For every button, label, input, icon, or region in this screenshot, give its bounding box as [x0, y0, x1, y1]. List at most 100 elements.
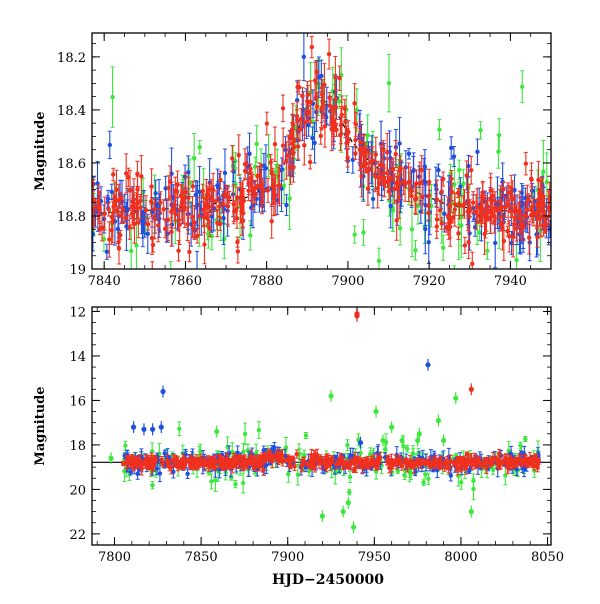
data-point — [530, 212, 534, 216]
data-point — [523, 437, 527, 441]
data-point — [493, 206, 497, 210]
data-point — [201, 189, 205, 193]
data-point — [152, 207, 156, 211]
data-point — [393, 152, 397, 156]
data-point — [271, 184, 275, 188]
data-point — [197, 214, 201, 218]
data-point — [352, 232, 356, 236]
data-point — [272, 445, 276, 449]
data-point — [121, 208, 125, 212]
data-point — [514, 258, 518, 262]
data-point — [118, 233, 122, 237]
data-point — [241, 219, 245, 223]
data-point — [315, 70, 319, 74]
data-point — [255, 184, 259, 188]
data-point — [327, 95, 331, 99]
data-point — [169, 230, 173, 234]
data-point — [427, 240, 431, 244]
data-point — [426, 477, 430, 481]
data-point — [277, 183, 281, 187]
data-point — [259, 183, 263, 187]
data-point — [534, 212, 538, 216]
data-point — [371, 197, 375, 201]
data-point — [408, 180, 412, 184]
data-point — [524, 161, 528, 165]
data-point — [146, 232, 150, 236]
data-point — [358, 147, 362, 151]
data-point — [543, 224, 547, 228]
data-point — [346, 131, 350, 135]
data-point — [135, 172, 139, 176]
data-point — [475, 150, 479, 154]
data-point — [359, 174, 363, 178]
data-point — [365, 133, 369, 137]
data-point — [369, 160, 373, 164]
data-point — [340, 113, 344, 117]
data-point — [222, 237, 226, 241]
data-point — [136, 200, 140, 204]
data-point — [457, 202, 461, 206]
data-point — [420, 168, 424, 172]
data-point — [496, 149, 500, 153]
data-point — [183, 205, 187, 209]
data-point — [446, 214, 450, 218]
data-point — [442, 211, 446, 215]
data-point — [288, 165, 292, 169]
data-point — [315, 104, 319, 108]
data-point — [426, 211, 430, 215]
data-point — [481, 190, 485, 194]
data-point — [209, 291, 213, 295]
data-point — [363, 163, 367, 167]
data-point — [132, 202, 136, 206]
data-point — [385, 171, 389, 175]
data-point — [246, 188, 250, 192]
data-point — [364, 150, 368, 154]
data-point — [202, 242, 206, 246]
data-point — [223, 171, 227, 175]
x-tick-label: 7880 — [250, 274, 283, 289]
data-point — [449, 473, 453, 477]
data-point — [438, 208, 442, 212]
data-point — [190, 215, 194, 219]
data-point — [441, 246, 445, 250]
data-point — [309, 100, 313, 104]
data-point — [358, 451, 362, 455]
data-point — [195, 234, 199, 238]
data-point — [269, 219, 273, 223]
data-point — [271, 192, 275, 196]
data-point — [248, 167, 252, 171]
y-axis-label: Magnitude — [33, 111, 48, 190]
data-point — [436, 168, 440, 172]
data-point — [502, 239, 506, 243]
data-point — [297, 85, 301, 89]
data-point — [177, 427, 181, 431]
data-point — [242, 199, 246, 203]
data-point — [348, 453, 352, 457]
data-point — [123, 443, 127, 447]
data-point — [129, 249, 133, 253]
data-point — [448, 225, 452, 229]
data-point — [394, 218, 398, 222]
data-point — [461, 204, 465, 208]
y-tick-label: 18.8 — [57, 210, 86, 225]
data-point — [339, 123, 343, 127]
data-point — [281, 143, 285, 147]
data-point — [244, 161, 248, 165]
data-point — [398, 166, 402, 170]
data-point — [483, 215, 487, 219]
data-point — [410, 227, 414, 231]
data-point — [452, 154, 456, 158]
data-point — [522, 213, 526, 217]
data-point — [107, 207, 111, 211]
data-point — [158, 200, 162, 204]
data-point — [413, 197, 417, 201]
data-point — [231, 164, 235, 168]
data-point — [308, 160, 312, 164]
data-point — [266, 188, 270, 192]
data-point — [498, 199, 502, 203]
data-point — [192, 156, 196, 160]
data-point — [135, 472, 139, 476]
data-point — [306, 111, 310, 115]
data-point — [541, 201, 545, 205]
data-point — [185, 222, 189, 226]
